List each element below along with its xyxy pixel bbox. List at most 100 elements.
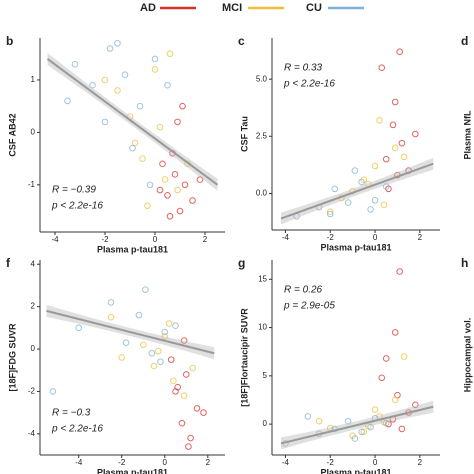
point xyxy=(170,377,177,385)
y-axis-title: [18F]FDG SUVR xyxy=(7,323,17,392)
x-tick-label: -4 xyxy=(51,235,59,244)
legend-label: MCI xyxy=(222,2,242,14)
point xyxy=(139,155,146,162)
y-tick-label: 2 xyxy=(31,302,36,311)
annotation: p < 2.2e-16 xyxy=(283,79,335,90)
point xyxy=(151,66,159,73)
point xyxy=(400,153,408,161)
fit-line xyxy=(46,58,219,186)
point xyxy=(151,55,159,63)
point xyxy=(121,71,129,79)
point xyxy=(358,428,365,436)
panel-letter: h xyxy=(461,256,468,270)
point xyxy=(331,185,339,193)
point xyxy=(382,155,390,163)
point xyxy=(378,374,386,382)
point xyxy=(351,167,359,174)
fit-line xyxy=(280,405,434,445)
y-tick-label: 5 xyxy=(263,371,268,380)
point xyxy=(146,181,154,189)
y-tick-label: 1 xyxy=(31,75,36,84)
point xyxy=(156,186,164,194)
y-tick-label: 5.0 xyxy=(256,74,268,83)
x-tick-label: -4 xyxy=(75,458,83,467)
point xyxy=(181,181,189,189)
point xyxy=(189,364,197,372)
point xyxy=(166,50,174,58)
point xyxy=(161,176,169,183)
y-tick-label: 15 xyxy=(258,274,267,283)
point xyxy=(315,417,323,425)
point xyxy=(161,333,169,340)
point xyxy=(391,144,399,152)
x-tick-label: 2 xyxy=(206,458,211,467)
point xyxy=(396,48,403,56)
point xyxy=(49,388,57,395)
point xyxy=(118,354,126,361)
point xyxy=(174,118,181,126)
point xyxy=(189,197,196,204)
point xyxy=(122,339,130,346)
point xyxy=(382,183,390,190)
point xyxy=(155,347,162,355)
points xyxy=(293,48,419,220)
point xyxy=(344,417,352,425)
y-tick-label: 2.5 xyxy=(256,131,268,140)
x-tick-label: -2 xyxy=(327,233,335,242)
point xyxy=(142,286,149,293)
y-tick-label: 0 xyxy=(31,127,36,136)
x-tick-label: -4 xyxy=(282,233,290,242)
point xyxy=(371,162,379,170)
point xyxy=(164,81,171,89)
x-axis-title: Plasma p-tau181 xyxy=(320,242,391,252)
point xyxy=(367,206,374,213)
point xyxy=(344,199,352,206)
point xyxy=(326,208,334,216)
panel-letter: g xyxy=(238,256,245,270)
point xyxy=(400,353,408,360)
annotation: p = 2.9e-05 xyxy=(283,301,335,312)
point xyxy=(167,356,175,363)
annotation: R = 0.26 xyxy=(284,285,323,296)
x-tick-label: -2 xyxy=(327,458,335,467)
point xyxy=(180,337,188,344)
point xyxy=(156,123,164,131)
panel-letter: c xyxy=(238,34,245,48)
x-tick-label: 2 xyxy=(418,233,423,242)
point xyxy=(136,102,144,110)
y-tick-label: 0 xyxy=(263,419,268,428)
point xyxy=(376,116,383,124)
x-tick-label: 0 xyxy=(163,458,168,467)
y-tick-label: 10 xyxy=(258,323,267,332)
x-tick-label: -2 xyxy=(118,458,126,467)
x-tick-label: -4 xyxy=(282,458,290,467)
point xyxy=(351,435,359,442)
x-tick-label: 0 xyxy=(153,235,158,244)
point xyxy=(398,139,406,147)
point xyxy=(360,428,368,436)
point xyxy=(178,419,186,427)
point xyxy=(382,419,390,427)
y-axis-title: Plasma NfL xyxy=(462,110,472,160)
panel-letter: b xyxy=(6,34,13,48)
point xyxy=(114,39,121,47)
point xyxy=(179,102,186,110)
annotation: R = 0.33 xyxy=(284,63,323,74)
y-axis-title: [18F]Flortaucipir SUVR xyxy=(239,308,249,407)
point xyxy=(174,383,181,391)
point xyxy=(131,139,139,147)
point xyxy=(172,322,179,330)
point xyxy=(64,97,71,105)
point xyxy=(166,212,174,220)
point xyxy=(378,64,386,72)
y-tick-label: 4 xyxy=(31,259,36,268)
y-axis-title: Hippocampal vol. xyxy=(462,318,472,393)
y-tick-label: -1 xyxy=(28,180,36,189)
point xyxy=(176,207,184,215)
point xyxy=(135,311,143,319)
x-axis-title: Plasma p-tau181 xyxy=(320,467,391,474)
x-tick-label: 2 xyxy=(203,235,208,244)
point xyxy=(398,425,406,433)
y-axis-title: CSF Tau xyxy=(239,116,249,152)
